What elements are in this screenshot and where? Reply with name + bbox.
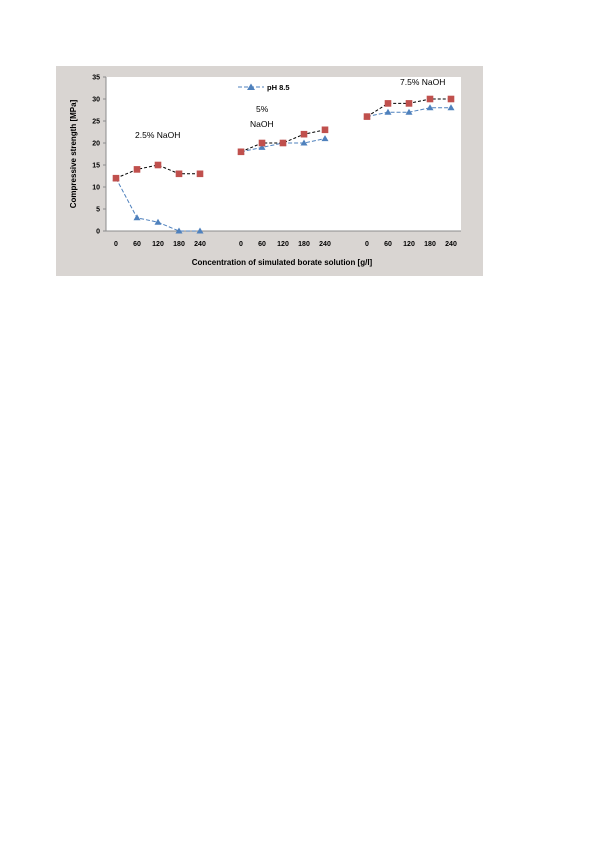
legend-triangle-marker	[247, 83, 255, 90]
x-tick-label: 60	[133, 241, 141, 248]
point-ph85	[196, 227, 204, 234]
x-tick-label: 240	[194, 241, 206, 248]
plot-area	[106, 77, 461, 231]
y-tick-label: 15	[92, 163, 100, 170]
x-tick-label: 60	[384, 241, 392, 248]
point-other	[196, 170, 204, 178]
group-label-5-naoh-line1: 5%	[256, 104, 269, 114]
point-other	[112, 174, 120, 182]
point-ph85	[426, 104, 434, 111]
point-ph85	[405, 108, 413, 115]
point-other	[321, 126, 329, 134]
point-other	[426, 95, 434, 103]
point-ph85	[321, 135, 329, 142]
point-other	[300, 130, 308, 138]
x-tick-label: 0	[239, 241, 243, 248]
point-other	[447, 95, 455, 103]
x-tick-label: 240	[319, 241, 331, 248]
point-other	[405, 100, 413, 107]
x-tick-label: 60	[258, 241, 266, 248]
group-label-2-5-naoh: 2.5% NaOH	[135, 130, 180, 140]
x-tick-label: 120	[277, 241, 289, 248]
group-label-5-naoh-line2: NaOH	[250, 119, 274, 129]
point-other	[175, 170, 183, 178]
y-tick-label: 35	[92, 75, 100, 82]
y-tick-label: 0	[96, 229, 100, 236]
group-label-7-5-naoh: 7.5% NaOH	[400, 77, 445, 87]
point-other	[133, 166, 141, 173]
y-tick-label: 5	[96, 207, 100, 214]
x-tick-label: 120	[403, 241, 415, 248]
point-ph85	[133, 214, 141, 221]
legend: pH 8.5	[238, 83, 290, 92]
point-other	[363, 113, 371, 120]
y-axis: 0 5 10 15 20 25 30 35	[92, 75, 107, 236]
point-ph85	[154, 218, 162, 225]
point-ph85	[175, 227, 183, 234]
x-tick-label: 180	[424, 241, 436, 248]
point-ph85	[384, 108, 392, 115]
series-line-other	[240, 129, 326, 153]
x-tick-label: 240	[445, 241, 457, 248]
y-axis-title: Compressive strength [MPa]	[69, 99, 78, 208]
point-ph85	[258, 143, 266, 150]
y-tick-label: 20	[92, 141, 100, 148]
series-layer	[112, 95, 455, 234]
y-tick-label: 30	[92, 97, 100, 104]
x-axis: 0 60 120 180 240 0 60 120 180 240 0 60 120 180 240	[106, 230, 461, 248]
legend-label-ph85: pH 8.5	[267, 83, 290, 92]
point-other	[384, 100, 392, 107]
point-other	[237, 148, 245, 156]
series-line-other	[115, 164, 200, 179]
y-tick-label: 10	[92, 185, 100, 192]
x-tick-label: 120	[152, 241, 164, 248]
point-other	[154, 161, 162, 169]
x-axis-title: Concentration of simulated borate soluti…	[192, 258, 373, 267]
point-ph85	[447, 104, 455, 111]
x-tick-label: 180	[173, 241, 185, 248]
point-other	[258, 139, 266, 147]
y-tick-label: 25	[92, 119, 100, 126]
x-tick-label: 0	[365, 241, 369, 248]
point-other	[279, 139, 287, 147]
point-ph85	[300, 139, 308, 146]
x-tick-label: 0	[114, 241, 118, 248]
x-tick-label: 180	[298, 241, 310, 248]
